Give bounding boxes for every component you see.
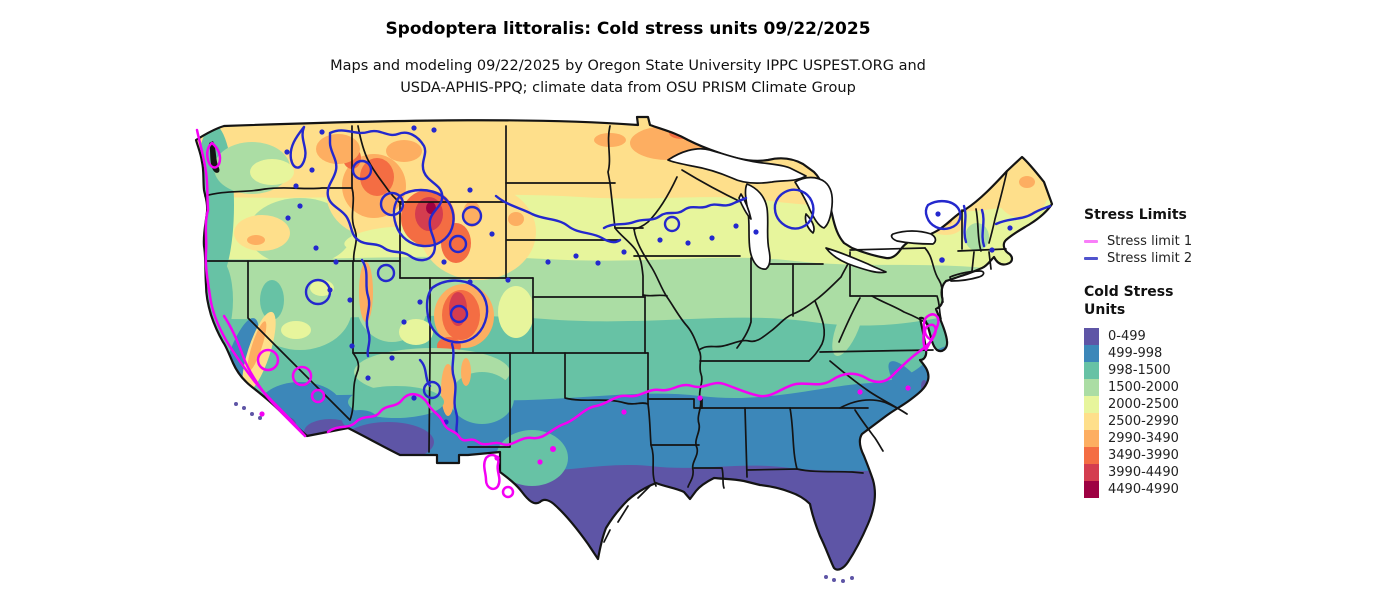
class-range-label: 3490-3990: [1108, 448, 1179, 463]
class-swatch: [1084, 464, 1099, 481]
stress-limit-2-key-line: [1084, 257, 1098, 260]
class-swatch: [1084, 379, 1099, 396]
legend-item-stress-limit-1: Stress limit 1: [1084, 233, 1274, 250]
class-range-label: 0-499: [1108, 329, 1146, 344]
class-swatch: [1084, 362, 1099, 379]
class-range-label: 2990-3490: [1108, 431, 1179, 446]
lake-huron: [794, 176, 834, 229]
cold-stress-units-heading: Cold Stress Units: [1084, 284, 1174, 318]
legend-class-row: 2000-2500: [1084, 396, 1274, 413]
legend-class-row: 3490-3990: [1084, 447, 1274, 464]
legend-panel: Stress Limits Stress limit 1 Stress limi…: [1084, 207, 1274, 498]
class-swatch: [1084, 345, 1099, 362]
stress-limit-2-contours: [284, 125, 1052, 436]
great-lakes: [209, 141, 937, 274]
stress-limit-1-dots: [259, 385, 911, 465]
lake-superior: [667, 147, 807, 185]
stress-limit-1-label: Stress limit 1: [1107, 234, 1193, 249]
class-swatch: [1084, 447, 1099, 464]
lake-ontario: [890, 230, 937, 245]
class-range-label: 2000-2500: [1108, 397, 1179, 412]
map-subtitle: Maps and modeling 09/22/2025 by Oregon S…: [0, 55, 1256, 99]
us-coastline: [194, 115, 1054, 571]
page-title: Spodoptera littoralis: Cold stress units…: [0, 19, 1256, 39]
stress-limits-heading: Stress Limits: [1084, 207, 1187, 223]
legend-class-row: 998-1500: [1084, 362, 1274, 379]
cold-stress-raster: [196, 117, 1052, 570]
subtitle-line-2: USDA-APHIS-PPQ; climate data from OSU PR…: [400, 80, 856, 96]
legend-class-row: 3990-4490: [1084, 464, 1274, 481]
long-island: [949, 270, 985, 282]
stress-limits-items: Stress limit 1 Stress limit 2: [1084, 233, 1274, 267]
class-range-label: 499-998: [1108, 346, 1163, 361]
cold-stress-units-scale: 0-499 499-998 998-1500 1500-2000 2000-25…: [1084, 328, 1274, 498]
stress-limit-1-key-line: [1084, 240, 1098, 243]
class-swatch: [1084, 430, 1099, 447]
class-swatch: [1084, 396, 1099, 413]
class-swatch: [1084, 481, 1099, 498]
stress-limit-2-label: Stress limit 2: [1107, 251, 1193, 266]
class-range-label: 3990-4490: [1108, 465, 1179, 480]
map-title: Spodoptera littoralis: Cold stress units…: [385, 19, 871, 39]
class-range-label: 998-1500: [1108, 363, 1171, 378]
class-range-label: 1500-2000: [1108, 380, 1179, 395]
legend-class-row: 2990-3490: [1084, 430, 1274, 447]
legend-class-row: 4490-4990: [1084, 481, 1274, 498]
class-range-label: 4490-4990: [1108, 482, 1179, 497]
subtitle-line-1: Maps and modeling 09/22/2025 by Oregon S…: [330, 58, 926, 74]
legend-class-row: 0-499: [1084, 328, 1274, 345]
legend-class-row: 499-998: [1084, 345, 1274, 362]
class-swatch: [1084, 413, 1099, 430]
legend-item-stress-limit-2: Stress limit 2: [1084, 250, 1274, 267]
stress-limit-1-contours: [195, 128, 940, 499]
class-swatch: [1084, 328, 1099, 345]
class-range-label: 2500-2990: [1108, 414, 1179, 429]
stress-limit-2-dots: [284, 125, 1013, 425]
lake-erie: [825, 247, 887, 274]
legend-class-row: 2500-2990: [1084, 413, 1274, 430]
islands: [234, 402, 854, 583]
legend-class-row: 1500-2000: [1084, 379, 1274, 396]
